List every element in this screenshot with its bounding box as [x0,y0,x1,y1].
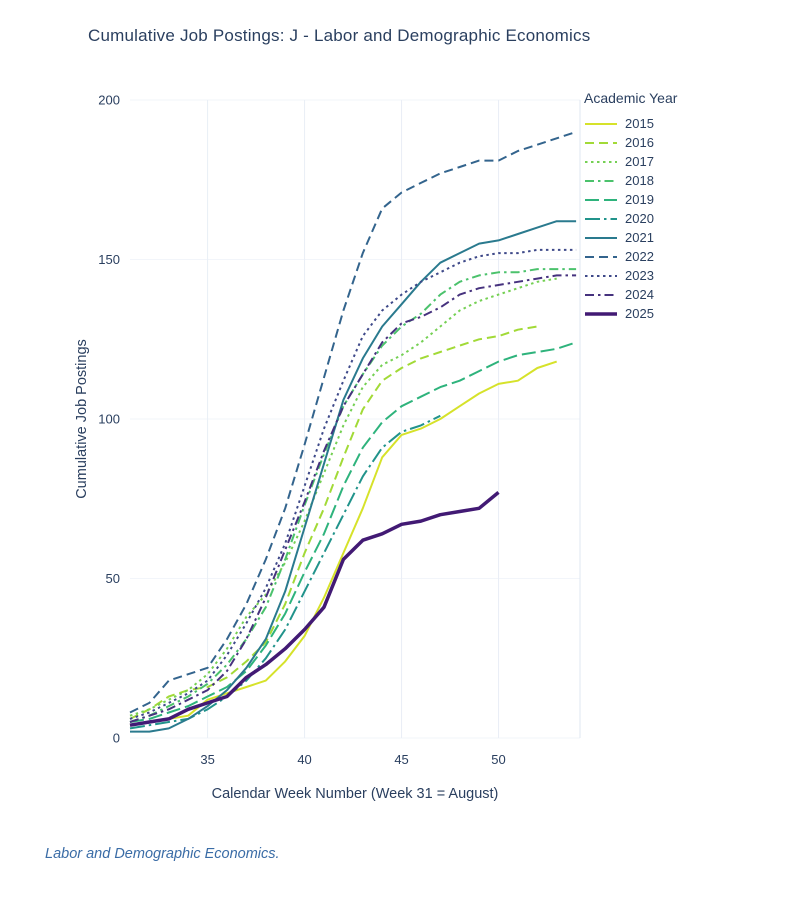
legend-item-2024[interactable]: 2024 [584,285,677,304]
legend-item-label: 2022 [625,249,654,264]
legend-line-sample [585,122,617,125]
legend-item-2018[interactable]: 2018 [584,171,677,190]
legend-line-sample [585,160,617,163]
series-line-2017 [129,277,557,717]
x-tick-label: 45 [394,752,408,767]
legend-item-2019[interactable]: 2019 [584,190,677,209]
legend-item-label: 2020 [625,211,654,226]
plot-area: Calendar Week Number (Week 31 = August) … [74,93,581,802]
legend-line-sample [585,179,617,182]
series-line-2019 [129,341,577,723]
legend-item-label: 2021 [625,230,654,245]
legend-item-2023[interactable]: 2023 [584,266,677,285]
legend-item-label: 2024 [625,287,654,302]
series-line-2021 [130,220,577,733]
series-line-2018 [129,268,577,723]
legend-item-2021[interactable]: 2021 [584,228,677,247]
footer-note: Labor and Demographic Economics. [45,846,280,862]
legend-line-sample [585,274,617,277]
series-line-2025 [129,491,500,727]
series-line-2023 [129,248,577,720]
legend-item-label: 2018 [625,173,654,188]
legend-item-2015[interactable]: 2015 [584,114,677,133]
legend-line-sample [585,198,617,201]
legend-item-label: 2015 [625,116,654,131]
legend-line-sample [585,255,617,258]
legend-item-2016[interactable]: 2016 [584,133,677,152]
legend-item-2025[interactable]: 2025 [584,304,677,323]
legend-item-2020[interactable]: 2020 [584,209,677,228]
legend-line-sample [585,311,617,316]
y-tick-label: 200 [98,93,120,108]
legend-line-sample [585,236,617,239]
y-tick-label: 50 [106,571,120,586]
legend-title: Academic Year [584,90,678,106]
legend-item-label: 2025 [625,306,654,321]
series-line-2015 [129,360,558,727]
x-axis-title: Calendar Week Number (Week 31 = August) [212,786,499,802]
legend-item-label: 2016 [625,135,654,150]
chart-title: Cumulative Job Postings: J - Labor and D… [88,26,591,45]
y-tick-label: 150 [98,252,120,267]
y-tick-label: 100 [98,412,120,427]
legend-line-sample [585,217,617,220]
legend-line-sample [585,293,617,296]
legend-line-sample [585,141,617,144]
legend-item-label: 2019 [625,192,654,207]
x-tick-label: 40 [297,752,311,767]
x-tick-label: 35 [200,752,214,767]
y-axis-title: Cumulative Job Postings [74,339,90,499]
legend: Academic Year 2015 2016 2017 2018 2019 2020 20… [584,90,677,323]
legend-item-2017[interactable]: 2017 [584,152,677,171]
x-tick-label: 50 [491,752,505,767]
legend-items: 2015 2016 2017 2018 2019 2020 2021 2022 2023 2024… [584,114,677,323]
legend-item-label: 2017 [625,154,654,169]
series-line-2022 [129,130,577,714]
series-line-2016 [129,325,538,720]
legend-item-label: 2023 [625,268,654,283]
y-tick-label: 0 [113,731,120,746]
series-line-2020 [129,414,441,730]
legend-item-2022[interactable]: 2022 [584,247,677,266]
series-line-2024 [129,274,577,723]
